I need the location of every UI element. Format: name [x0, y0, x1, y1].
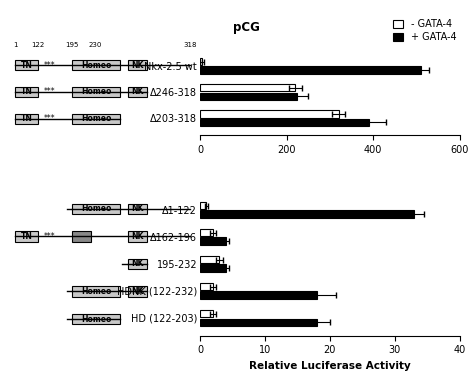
FancyBboxPatch shape — [15, 231, 38, 242]
Bar — [200, 264, 226, 272]
Text: NK: NK — [131, 87, 143, 97]
Bar — [200, 256, 219, 264]
Text: ***: *** — [44, 114, 55, 123]
Text: TN: TN — [21, 114, 33, 123]
Text: 1: 1 — [13, 42, 18, 48]
FancyBboxPatch shape — [128, 259, 146, 269]
Text: NK: NK — [131, 204, 143, 213]
Bar — [200, 92, 297, 100]
FancyBboxPatch shape — [15, 60, 38, 70]
Text: Homeo: Homeo — [81, 114, 111, 123]
Text: Homeo: Homeo — [81, 287, 111, 296]
Bar — [200, 118, 369, 126]
Text: 122: 122 — [31, 42, 45, 48]
Text: TN: TN — [21, 87, 33, 97]
Text: Homeo: Homeo — [81, 87, 111, 97]
Text: ***: *** — [44, 87, 55, 97]
FancyBboxPatch shape — [15, 87, 38, 97]
Text: NK: NK — [131, 287, 143, 296]
FancyBboxPatch shape — [128, 231, 146, 242]
FancyBboxPatch shape — [128, 60, 146, 70]
FancyBboxPatch shape — [73, 204, 120, 214]
Text: Homeo: Homeo — [81, 204, 111, 213]
Text: ***: *** — [44, 61, 55, 70]
Text: NK: NK — [131, 61, 143, 70]
Legend: - GATA-4, + GATA-4: - GATA-4, + GATA-4 — [389, 15, 460, 46]
Text: TN: TN — [21, 232, 33, 241]
FancyBboxPatch shape — [73, 60, 120, 70]
FancyBboxPatch shape — [15, 114, 38, 124]
Bar — [200, 210, 414, 218]
Text: 318: 318 — [184, 42, 197, 48]
Text: ***: *** — [44, 232, 55, 241]
FancyBboxPatch shape — [73, 87, 120, 97]
Text: Homeo: Homeo — [81, 314, 111, 323]
Bar — [200, 238, 226, 245]
FancyBboxPatch shape — [73, 231, 91, 242]
Bar — [200, 291, 317, 299]
Bar — [200, 283, 213, 290]
Text: 195: 195 — [66, 42, 79, 48]
Text: Homeo: Homeo — [81, 61, 111, 70]
Bar — [200, 58, 202, 66]
FancyBboxPatch shape — [73, 114, 120, 124]
Bar — [200, 310, 213, 317]
Bar — [200, 319, 317, 326]
FancyBboxPatch shape — [73, 314, 120, 324]
Bar — [200, 66, 421, 74]
Text: NK: NK — [131, 259, 143, 268]
FancyBboxPatch shape — [128, 87, 146, 97]
Text: TN: TN — [21, 61, 33, 70]
FancyBboxPatch shape — [128, 286, 146, 297]
X-axis label: Relative Luciferase Activity: Relative Luciferase Activity — [249, 361, 411, 371]
Bar — [200, 110, 338, 118]
Text: 230: 230 — [89, 42, 102, 48]
Text: pCG: pCG — [233, 20, 260, 34]
FancyBboxPatch shape — [73, 286, 120, 297]
Bar — [200, 84, 295, 92]
Bar — [200, 202, 207, 209]
FancyBboxPatch shape — [128, 204, 146, 214]
Bar — [200, 229, 213, 236]
Text: NK: NK — [131, 232, 143, 241]
